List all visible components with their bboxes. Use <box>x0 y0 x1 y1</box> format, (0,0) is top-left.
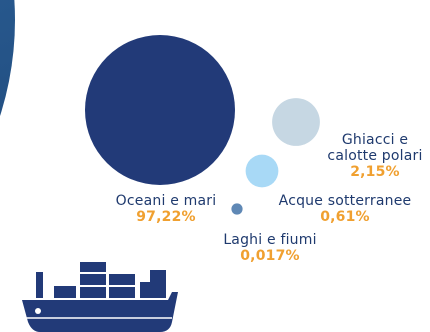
bubble <box>231 203 243 215</box>
ship-icon <box>22 262 178 332</box>
bubble-label: Oceani e mari 97,22% <box>100 193 232 225</box>
category-name: Laghi e fiumi <box>223 232 317 248</box>
value-label: 2,15% <box>350 164 400 180</box>
category-name: Acque sotterranee <box>278 193 412 209</box>
ship-porthole <box>35 308 41 314</box>
bubble <box>245 154 279 188</box>
bubble <box>272 98 320 146</box>
bubble-label: Laghi e fiumi 0,017% <box>205 232 335 264</box>
bubble-label: Ghiacci e calotte polari 2,15% <box>322 132 428 180</box>
bubble-label: Acque sotterranee 0,61% <box>262 193 428 225</box>
value-label: 0,61% <box>320 209 370 225</box>
category-name: Oceani e mari <box>115 193 217 209</box>
value-label: 97,22% <box>136 209 196 225</box>
bubble <box>84 34 236 186</box>
value-label: 0,017% <box>240 248 300 264</box>
globe-decoration <box>0 0 15 116</box>
category-name: Ghiacci e calotte polari <box>327 132 423 164</box>
